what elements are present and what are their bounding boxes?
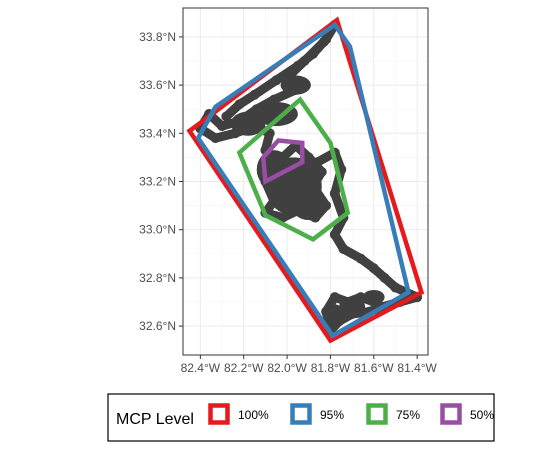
track-point: [251, 104, 262, 115]
track-point: [249, 121, 260, 132]
track-point: [368, 263, 379, 274]
legend: MCP Level 100% 95% 75% 50%: [107, 393, 495, 442]
track-point: [299, 56, 310, 67]
x-tick-label: 82.4°W: [181, 361, 221, 375]
track-point: [355, 253, 366, 264]
track-point: [342, 296, 353, 307]
track-point: [329, 292, 340, 303]
track-point: [355, 292, 366, 303]
track-point: [269, 94, 280, 105]
y-tick-label: 33.6°N: [139, 78, 176, 92]
track-point: [286, 171, 297, 182]
track-point: [347, 309, 358, 320]
animal-track: [195, 19, 423, 336]
x-tick-label: 81.8°W: [311, 361, 351, 375]
legend-title: MCP Level: [116, 411, 194, 428]
track-point: [312, 157, 323, 168]
track-point: [277, 152, 288, 163]
track-point: [269, 195, 280, 206]
track-point: [308, 48, 319, 59]
track-point: [277, 188, 288, 199]
track-point: [217, 121, 228, 132]
track-point: [249, 89, 260, 100]
y-tick-label: 32.6°N: [139, 319, 176, 333]
track-point: [321, 200, 332, 211]
mcp-polygon-100: [186, 16, 425, 344]
track-point: [338, 243, 349, 254]
track-point: [299, 176, 310, 187]
track-point: [290, 195, 301, 206]
x-tick-label: 82.0°W: [267, 361, 307, 375]
legend-label-100: 100%: [238, 408, 269, 422]
track-point: [321, 306, 332, 317]
track-point: [277, 212, 288, 223]
track-point: [234, 99, 245, 110]
mcp-polygon-95: [195, 21, 412, 339]
track-point: [390, 282, 401, 293]
mcp-polygons: [186, 16, 425, 344]
track-point: [210, 133, 221, 144]
x-tick-label: 81.4°W: [397, 361, 437, 375]
x-tick-label: 81.6°W: [354, 361, 394, 375]
track-point: [271, 75, 282, 86]
y-tick-label: 33.4°N: [139, 126, 176, 140]
track-point: [379, 272, 390, 283]
x-tick-label: 82.2°W: [224, 361, 264, 375]
track-point: [368, 296, 379, 307]
track-point: [316, 166, 327, 177]
mcp-polygon-75: [236, 96, 351, 242]
track-point: [329, 188, 340, 199]
track-point: [290, 84, 301, 95]
y-tick-label: 33.0°N: [139, 223, 176, 237]
track-point: [334, 316, 345, 327]
track-point: [269, 159, 280, 170]
y-tick-label: 33.8°N: [139, 30, 176, 44]
y-tick-label: 33.2°N: [139, 175, 176, 189]
track-point: [282, 72, 293, 83]
legend-label-75: 75%: [396, 408, 420, 422]
track-point: [308, 181, 319, 192]
legend-key-95: [290, 403, 312, 425]
track-point: [230, 128, 241, 139]
track-point: [234, 116, 245, 127]
track-point: [318, 36, 329, 47]
legend-label-50: 50%: [470, 408, 494, 422]
track-point: [303, 152, 314, 163]
mcp-polygon-50: [260, 138, 305, 186]
legend-key-100: [208, 403, 230, 425]
track-point: [329, 229, 340, 240]
legend-key-50: [440, 403, 462, 425]
y-tick-label: 32.8°N: [139, 271, 176, 285]
track-point: [221, 111, 232, 122]
legend-key-75: [366, 403, 388, 425]
track-point: [310, 212, 321, 223]
legend-label-95: 95%: [320, 408, 344, 422]
track-point: [292, 205, 303, 216]
axes: 32.6°N 32.8°N 33.0°N 33.2°N 33.4°N 33.6°N 33.8…: [139, 30, 437, 375]
